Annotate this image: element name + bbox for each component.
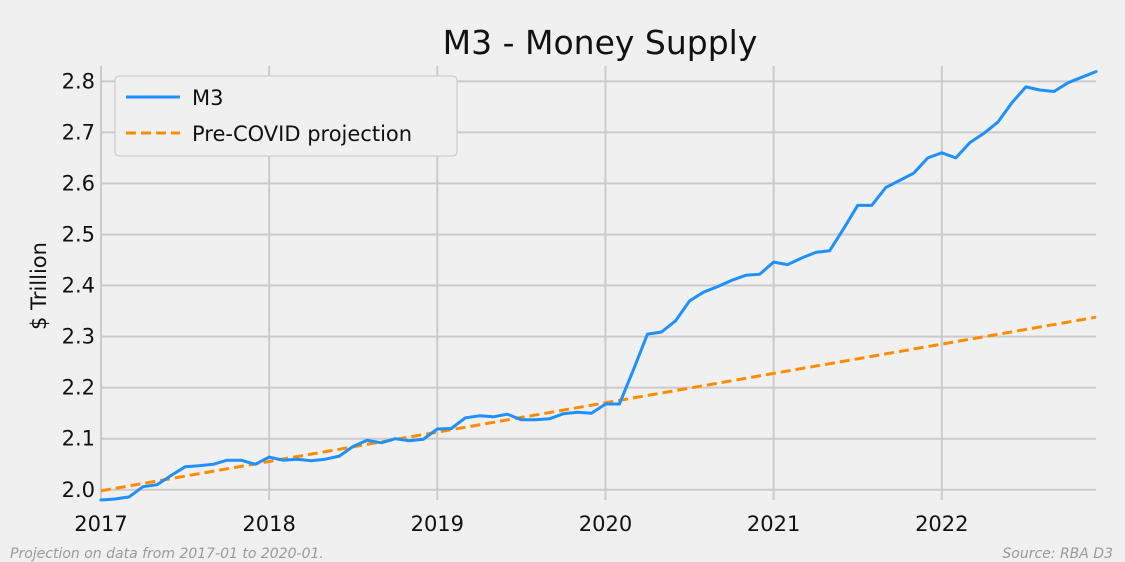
x-tick-2019: 2019 xyxy=(411,512,464,536)
legend: M3 Pre-COVID projection xyxy=(114,75,458,157)
y-tick-labels: 2.0 2.1 2.2 2.3 2.4 2.5 2.6 2.7 2.8 xyxy=(62,69,95,501)
projection-note: Projection on data from 2017-01 to 2020-… xyxy=(10,546,324,562)
y-tick-2.3: 2.3 xyxy=(62,325,95,349)
series-lines xyxy=(99,70,1098,502)
y-tick-2.0: 2.0 xyxy=(62,478,95,502)
chart-title: M3 - Money Supply xyxy=(443,23,758,62)
y-gridlines xyxy=(101,80,1096,491)
x-tick-2022: 2022 xyxy=(915,512,968,536)
series-line-m3 xyxy=(99,70,1098,502)
x-tick-2018: 2018 xyxy=(242,512,295,536)
legend-label-m3: M3 xyxy=(192,86,223,110)
y-tick-2.2: 2.2 xyxy=(62,376,95,400)
x-tick-2021: 2021 xyxy=(747,512,800,536)
y-tick-2.5: 2.5 xyxy=(62,222,95,246)
source-note: Source: RBA D3 xyxy=(1002,546,1113,562)
series-line-pre-covid-projection xyxy=(100,315,1097,493)
y-tick-2.8: 2.8 xyxy=(62,69,95,93)
y-tick-2.6: 2.6 xyxy=(62,171,95,195)
y-tick-2.1: 2.1 xyxy=(62,427,95,451)
y-tick-2.7: 2.7 xyxy=(62,120,95,144)
x-tick-2020: 2020 xyxy=(579,512,632,536)
y-tick-2.4: 2.4 xyxy=(62,274,95,298)
x-tick-labels: 2017 2018 2019 2020 2021 2022 xyxy=(74,512,968,536)
legend-label-projection: Pre-COVID projection xyxy=(192,122,412,146)
legend-box xyxy=(114,75,458,157)
y-axis-label: $ Trillion xyxy=(27,242,51,330)
x-tick-2017: 2017 xyxy=(74,512,127,536)
